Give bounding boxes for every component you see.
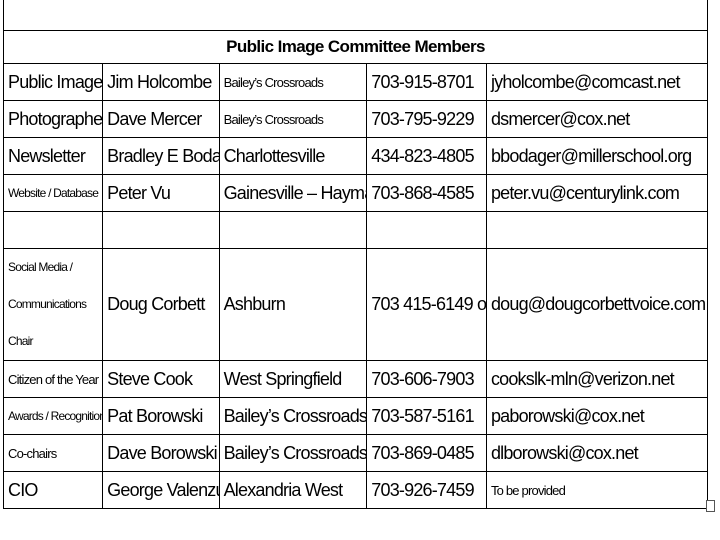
email-cell: peter.vu@centurylink.com: [485, 174, 709, 212]
table-row: CIO George Valenzuela Alexandria West 70…: [2, 471, 709, 509]
table-row: Social Media / Communications Chair Doug…: [2, 248, 709, 361]
phone-cell: 703 415-6149 office: [366, 248, 487, 361]
blank-row: [2, 211, 709, 249]
slide-corner-marker: [706, 500, 715, 512]
name-cell: George Valenzuela: [102, 471, 220, 509]
blank-cell: [218, 211, 368, 249]
email-cell: cookslk-mln@verizon.net: [485, 360, 709, 398]
phone-cell: 703-868-4585: [366, 174, 487, 212]
table-row: Photographer Dave Mercer Bailey’s Crossr…: [2, 100, 709, 138]
blank-cell: [2, 211, 104, 249]
location-cell: Ashburn: [218, 248, 368, 361]
name-cell: Pat Borowski: [102, 397, 220, 435]
committee-table: Public Image Committee Members Public Im…: [2, 0, 709, 509]
blank-cell: [3, 0, 708, 31]
phone-cell: 703-606-7903: [366, 360, 487, 398]
phone-cell: 703-795-9229: [366, 100, 487, 138]
name-cell: Dave Borowski: [102, 434, 220, 472]
email-cell: dlborowski@cox.net: [485, 434, 709, 472]
role-cell: Photographer: [2, 100, 104, 138]
email-cell: dsmercer@cox.net: [485, 100, 709, 138]
location-cell: Bailey’s Crossroads: [218, 100, 368, 138]
email-cell: bbodager@millerschool.org: [485, 137, 709, 175]
phone-cell: 434-823-4805: [366, 137, 487, 175]
phone-cell: 703-587-5161: [366, 397, 487, 435]
location-cell: Bailey’s Crossroads: [218, 397, 368, 435]
blank-top-row: [3, 0, 708, 31]
phone-cell: 703-869-0485: [366, 434, 487, 472]
location-cell: Gainesville – Haymarket: [218, 174, 368, 212]
blank-cell: [485, 211, 709, 249]
table-row: Co-chairs Dave Borowski Bailey’s Crossro…: [2, 434, 709, 472]
table-row: Awards / Recognition Pat Borowski Bailey…: [2, 397, 709, 435]
table-title: Public Image Committee Members: [3, 30, 708, 64]
location-cell: Bailey’s Crossroads: [218, 63, 368, 101]
email-cell: jyholcombe@comcast.net: [485, 63, 709, 101]
phone-cell: 703-926-7459: [366, 471, 487, 509]
table-row: Website / Database Peter Vu Gainesville …: [2, 174, 709, 212]
title-row: Public Image Committee Members: [3, 30, 708, 64]
role-cell: Public Image: [2, 63, 104, 101]
role-cell: Awards / Recognition: [2, 397, 104, 435]
role-cell: Newsletter: [2, 137, 104, 175]
table-row: Public Image Jim Holcombe Bailey’s Cross…: [2, 63, 709, 101]
role-cell: Website / Database: [2, 174, 104, 212]
name-cell: Jim Holcombe: [102, 63, 220, 101]
email-cell: doug@dougcorbettvoice.com: [485, 248, 709, 361]
role-cell: Citizen of the Year: [2, 360, 104, 398]
table-row: Newsletter Bradley E Bodager Charlottesv…: [2, 137, 709, 175]
email-cell: To be provided: [485, 471, 709, 509]
blank-cell: [366, 211, 487, 249]
name-cell: Peter Vu: [102, 174, 220, 212]
name-cell: Steve Cook: [102, 360, 220, 398]
location-cell: Bailey’s Crossroads: [218, 434, 368, 472]
name-cell: Dave Mercer: [102, 100, 220, 138]
role-cell: CIO: [2, 471, 104, 509]
table-row: Citizen of the Year Steve Cook West Spri…: [2, 360, 709, 398]
role-cell: Co-chairs: [2, 434, 104, 472]
name-cell: Bradley E Bodager: [102, 137, 220, 175]
location-cell: Alexandria West: [218, 471, 368, 509]
name-cell: Doug Corbett: [102, 248, 220, 361]
role-cell: Social Media / Communications Chair: [2, 248, 104, 361]
location-cell: Charlottesville: [218, 137, 368, 175]
email-cell: paborowski@cox.net: [485, 397, 709, 435]
blank-cell: [102, 211, 220, 249]
phone-cell: 703-915-8701: [366, 63, 487, 101]
location-cell: West Springfield: [218, 360, 368, 398]
